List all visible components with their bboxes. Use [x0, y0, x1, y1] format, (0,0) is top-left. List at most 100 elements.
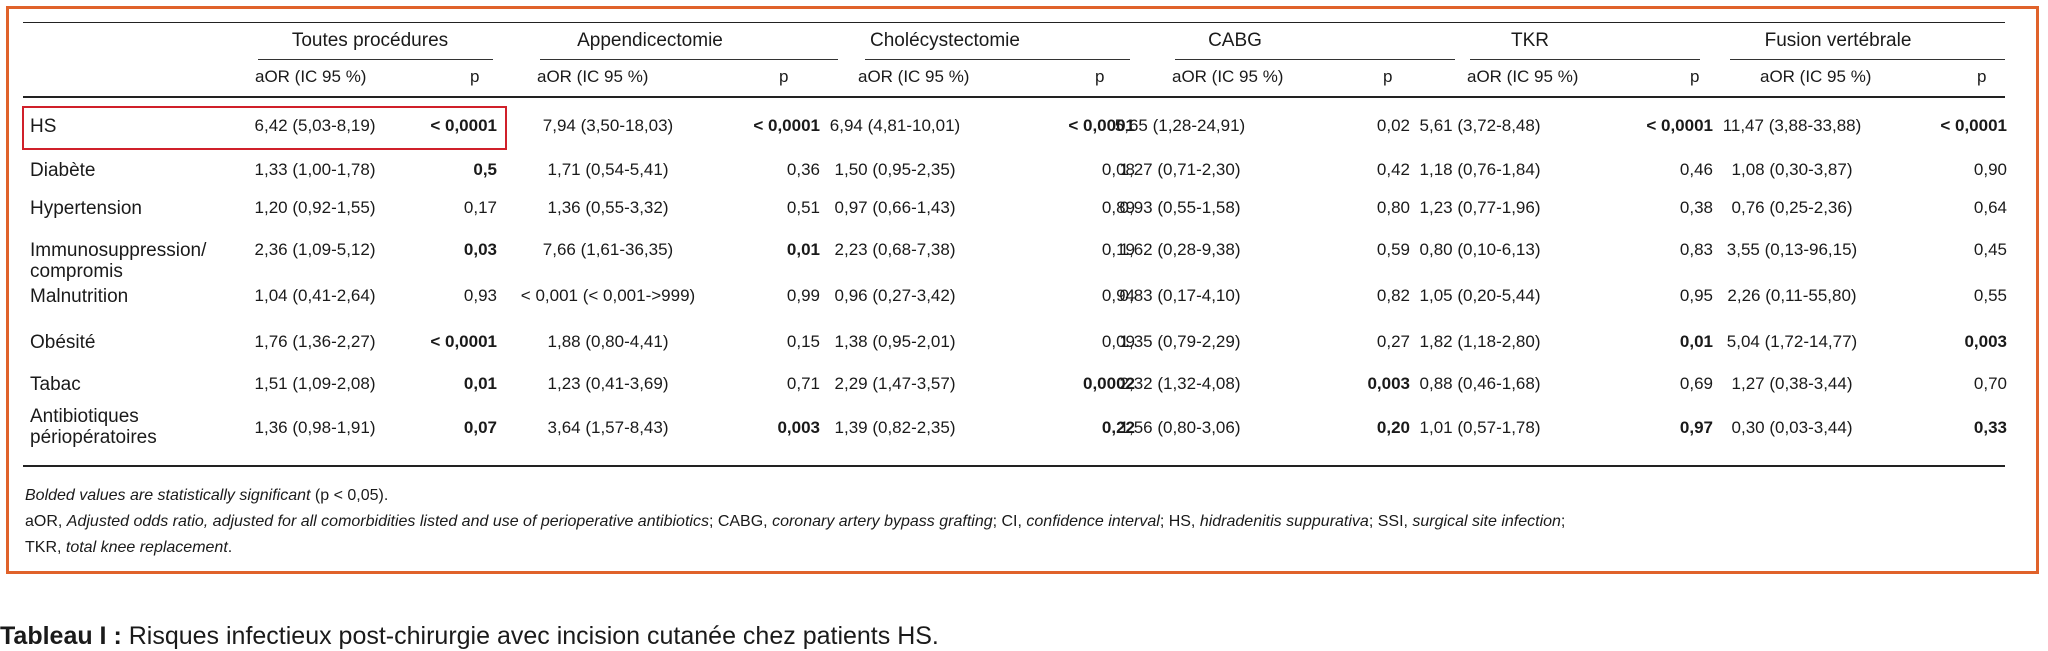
- aor-value: 1,76 (1,36-2,27): [254, 332, 376, 351]
- p-value: 0,01: [1679, 332, 1713, 351]
- aor-value: 6,94 (4,81-10,01): [829, 116, 961, 135]
- subheader-aor: aOR (IC 95 %): [537, 67, 649, 86]
- aor-value: 1,33 (1,00-1,78): [254, 160, 376, 179]
- subheader-aor: aOR (IC 95 %): [1467, 67, 1579, 86]
- p-value: 0,01: [463, 374, 497, 393]
- p-value: < 0,0001: [1068, 116, 1135, 135]
- aor-value: 1,51 (1,09-2,08): [254, 374, 376, 393]
- note-abbreviations: aOR, Adjusted odds ratio, adjusted for a…: [25, 512, 1565, 532]
- aor-value: 2,36 (1,09-5,12): [254, 240, 376, 259]
- aor-value: 2,32 (1,32-4,08): [1119, 374, 1241, 393]
- p-value: 0,97: [1679, 418, 1713, 437]
- aor-value: 1,20 (0,92-1,55): [254, 198, 376, 217]
- aor-value: 6,42 (5,03-8,19): [254, 116, 376, 135]
- p-value: 0,19: [1101, 240, 1135, 259]
- p-value: 0,5: [473, 160, 497, 179]
- subheader-aor: aOR (IC 95 %): [1760, 67, 1872, 86]
- aor-value: 1,39 (0,82-2,35): [834, 418, 956, 437]
- p-value: 0,94: [1101, 286, 1135, 305]
- note-segment: confidence interval: [1026, 513, 1160, 530]
- subheader-p: p: [470, 67, 480, 86]
- row-label: Immunosuppression/compromis: [30, 240, 207, 282]
- note-abbreviations-cont: TKR, total knee replacement.: [25, 538, 232, 558]
- subheader-p: p: [1690, 67, 1700, 86]
- p-value: 0,08: [1101, 160, 1135, 179]
- p-value: 0,42: [1376, 160, 1410, 179]
- p-value: 0,82: [1376, 286, 1410, 305]
- column-group-rule: [1470, 59, 1700, 60]
- row-label: Tabac: [30, 374, 81, 395]
- column-group-header: Toutes procédures: [291, 30, 449, 51]
- note-segment: ; CABG,: [708, 513, 773, 530]
- p-value: 0,09: [1101, 332, 1135, 351]
- note-segment: .: [227, 539, 233, 556]
- aor-value: 1,36 (0,98-1,91): [254, 418, 376, 437]
- p-value: 0,003: [777, 418, 820, 437]
- p-value: 0,89: [1101, 198, 1135, 217]
- p-value: 0,03: [463, 240, 497, 259]
- p-value: 0,15: [786, 332, 820, 351]
- aor-value: 0,93 (0,55-1,58): [1119, 198, 1241, 217]
- p-value: 0,45: [1973, 240, 2007, 259]
- subheader-p: p: [779, 67, 789, 86]
- aor-value: 3,64 (1,57-8,43): [547, 418, 669, 437]
- aor-value: 1,08 (0,30-3,87): [1731, 160, 1853, 179]
- column-group-rule: [258, 59, 493, 60]
- aor-value: 1,23 (0,77-1,96): [1419, 198, 1541, 217]
- table-frame: [6, 6, 2039, 574]
- p-value: 0,90: [1973, 160, 2007, 179]
- caption-text: Risques infectieux post-chirurgie avec i…: [121, 622, 939, 650]
- aor-value: 5,04 (1,72-14,77): [1726, 332, 1858, 351]
- aor-value: 0,88 (0,46-1,68): [1419, 374, 1541, 393]
- note-segment: TKR,: [25, 539, 66, 556]
- aor-value: 0,96 (0,27-3,42): [834, 286, 956, 305]
- aor-value: 7,66 (1,61-36,35): [542, 240, 674, 259]
- column-group-rule: [1175, 59, 1455, 60]
- note-segment: surgical site infection: [1412, 513, 1561, 530]
- row-label: HS: [30, 116, 57, 137]
- aor-value: 1,82 (1,18-2,80): [1419, 332, 1541, 351]
- aor-value: 1,36 (0,55-3,32): [547, 198, 669, 217]
- aor-value: 1,04 (0,41-2,64): [254, 286, 376, 305]
- p-value: 0,99: [786, 286, 820, 305]
- p-value: 0,27: [1376, 332, 1410, 351]
- aor-value: 0,30 (0,03-3,44): [1731, 418, 1853, 437]
- p-value: < 0,0001: [1646, 116, 1713, 135]
- note-significance-rest: (p < 0,05).: [310, 487, 389, 504]
- caption-label: Tableau I :: [0, 622, 122, 650]
- note-significance: Bolded values are statistically signific…: [25, 486, 388, 506]
- aor-value: 1,18 (0,76-1,84): [1419, 160, 1541, 179]
- aor-value: 1,71 (0,54-5,41): [547, 160, 669, 179]
- note-segment: Adjusted odds ratio, adjusted for all co…: [66, 513, 709, 530]
- aor-value: 1,62 (0,28-9,38): [1119, 240, 1241, 259]
- p-value: 0,46: [1679, 160, 1713, 179]
- subheader-p: p: [1977, 67, 1987, 86]
- column-group-header: Cholécystectomie: [870, 30, 1020, 51]
- p-value: < 0,0001: [430, 332, 497, 351]
- p-value: < 0,0001: [753, 116, 820, 135]
- aor-value: 1,35 (0,79-2,29): [1119, 332, 1241, 351]
- aor-value: 5,61 (3,72-8,48): [1419, 116, 1541, 135]
- p-value: 0,07: [463, 418, 497, 437]
- p-value: < 0,0001: [1940, 116, 2007, 135]
- column-group-rule: [1730, 59, 2005, 60]
- aor-value: 1,27 (0,38-3,44): [1731, 374, 1853, 393]
- aor-value: 7,94 (3,50-18,03): [542, 116, 674, 135]
- note-significance-italic: Bolded values are statistically signific…: [25, 487, 311, 504]
- p-value: 0,0002: [1083, 374, 1135, 393]
- aor-value: 5,65 (1,28-24,91): [1114, 116, 1246, 135]
- aor-value: 0,80 (0,10-6,13): [1419, 240, 1541, 259]
- aor-value: 1,38 (0,95-2,01): [834, 332, 956, 351]
- p-value: 0,55: [1973, 286, 2007, 305]
- table-header-rule: [23, 96, 2005, 98]
- subheader-aor: aOR (IC 95 %): [858, 67, 970, 86]
- p-value: 0,33: [1973, 418, 2007, 437]
- aor-value: 1,88 (0,80-4,41): [547, 332, 669, 351]
- aor-value: 11,47 (3,88-33,88): [1722, 116, 1862, 135]
- note-segment: ; HS,: [1159, 513, 1200, 530]
- p-value: 0,69: [1679, 374, 1713, 393]
- column-group-rule: [540, 59, 838, 60]
- note-segment: ;: [1560, 513, 1566, 530]
- subheader-p: p: [1095, 67, 1105, 86]
- aor-value: < 0,001 (< 0,001->999): [520, 286, 696, 305]
